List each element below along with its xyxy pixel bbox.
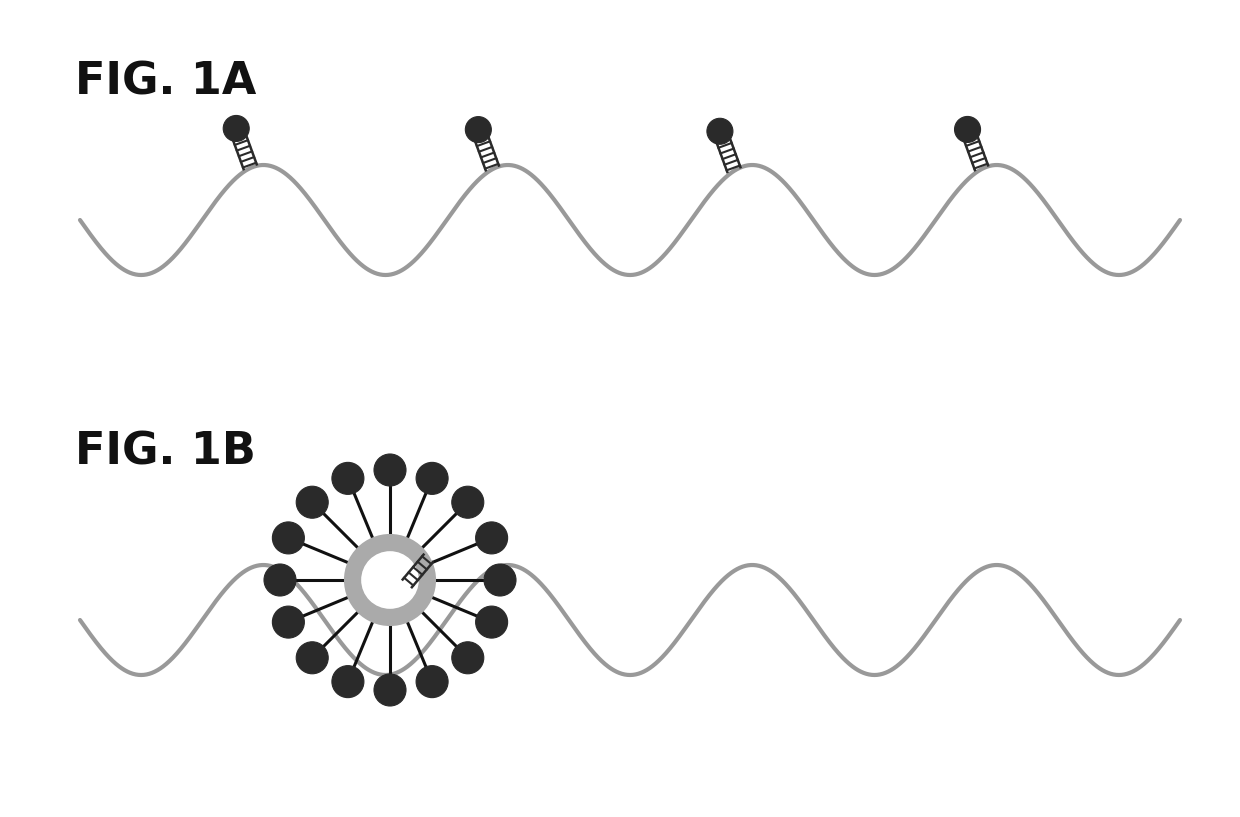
- Circle shape: [296, 642, 329, 674]
- Circle shape: [417, 462, 448, 494]
- Circle shape: [264, 564, 296, 596]
- Circle shape: [332, 666, 363, 698]
- Circle shape: [273, 522, 304, 554]
- Circle shape: [374, 674, 405, 706]
- Circle shape: [484, 564, 516, 596]
- Circle shape: [451, 642, 484, 674]
- Circle shape: [451, 486, 484, 518]
- Circle shape: [465, 117, 491, 143]
- Circle shape: [345, 535, 435, 625]
- Text: FIG. 1B: FIG. 1B: [74, 430, 255, 473]
- Circle shape: [417, 666, 448, 698]
- Circle shape: [476, 522, 507, 554]
- Circle shape: [273, 606, 304, 638]
- Circle shape: [374, 454, 405, 486]
- Circle shape: [223, 115, 249, 141]
- Circle shape: [296, 486, 329, 518]
- Circle shape: [707, 118, 733, 145]
- Circle shape: [955, 117, 981, 142]
- Circle shape: [362, 552, 418, 608]
- Circle shape: [476, 606, 507, 638]
- Text: FIG. 1A: FIG. 1A: [74, 60, 257, 103]
- Circle shape: [332, 462, 363, 494]
